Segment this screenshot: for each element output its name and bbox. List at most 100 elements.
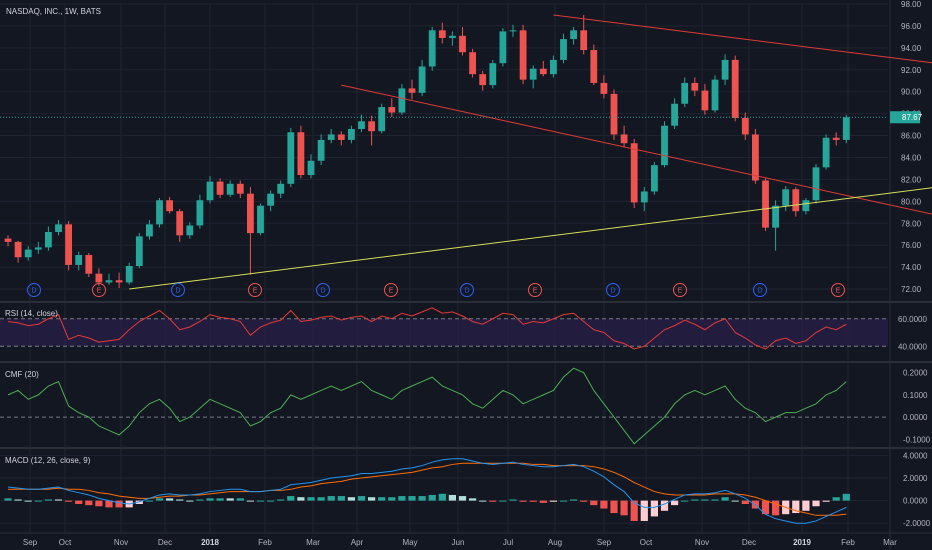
candle-body[interactable]	[479, 74, 487, 86]
candle-body[interactable]	[327, 134, 335, 140]
candle-body[interactable]	[519, 30, 527, 80]
candle-body[interactable]	[499, 31, 507, 64]
earnings-marker[interactable]	[673, 283, 687, 297]
candle-body[interactable]	[206, 181, 214, 201]
candle-body[interactable]	[55, 224, 62, 233]
candle-body[interactable]	[34, 247, 42, 250]
candle-body[interactable]	[630, 143, 638, 203]
earnings-marker[interactable]	[384, 283, 398, 297]
candle-body[interactable]	[640, 191, 648, 203]
cmf-pane[interactable]	[0, 367, 888, 445]
candle-body[interactable]	[186, 225, 194, 236]
candle-body[interactable]	[14, 241, 22, 258]
candle-body[interactable]	[842, 117, 850, 140]
candle-body[interactable]	[610, 93, 618, 135]
candle-body[interactable]	[236, 183, 244, 194]
candle-body[interactable]	[560, 39, 567, 60]
candle-body[interactable]	[580, 30, 588, 51]
candle-body[interactable]	[257, 205, 264, 234]
candle-body[interactable]	[277, 183, 285, 194]
candle-body[interactable]	[489, 63, 497, 86]
candle-body[interactable]	[65, 224, 72, 265]
earnings-marker[interactable]	[248, 283, 262, 297]
candle-body[interactable]	[529, 68, 537, 80]
candle-body[interactable]	[125, 266, 133, 283]
candle-body[interactable]	[368, 121, 375, 132]
dividend-marker[interactable]	[606, 283, 620, 297]
candle-body[interactable]	[550, 59, 557, 75]
candle-body[interactable]	[459, 35, 466, 53]
candle-body[interactable]	[711, 79, 719, 111]
candle-body[interactable]	[832, 137, 840, 140]
earnings-marker[interactable]	[528, 283, 542, 297]
macd-pane[interactable]	[4, 458, 850, 524]
candle-body[interactable]	[438, 30, 446, 38]
candle-body[interactable]	[95, 273, 103, 283]
candle-body[interactable]	[539, 68, 547, 75]
candle-body[interactable]	[388, 107, 396, 113]
candle-body[interactable]	[752, 134, 759, 181]
candle-body[interactable]	[75, 255, 83, 265]
candle-body[interactable]	[762, 180, 769, 228]
dividend-marker[interactable]	[753, 283, 767, 297]
candle-body[interactable]	[297, 132, 305, 176]
candle-body[interactable]	[802, 200, 810, 212]
candle-body[interactable]	[226, 183, 234, 195]
candle-body[interactable]	[358, 121, 365, 129]
dividend-marker[interactable]	[27, 283, 41, 297]
earnings-marker[interactable]	[831, 283, 845, 297]
candle-body[interactable]	[741, 118, 749, 135]
signal-line[interactable]	[8, 462, 847, 516]
candle-body[interactable]	[267, 193, 274, 206]
dividend-marker[interactable]	[171, 283, 185, 297]
candle-body[interactable]	[661, 125, 668, 166]
candle-body[interactable]	[105, 280, 113, 283]
candle-body[interactable]	[216, 181, 224, 195]
candle-body[interactable]	[135, 236, 143, 267]
trendline[interactable]	[129, 155, 932, 290]
candle-body[interactable]	[570, 30, 577, 40]
candle-body[interactable]	[418, 66, 426, 93]
candle-body[interactable]	[772, 205, 779, 228]
rsi-pane[interactable]	[0, 307, 888, 350]
candle-body[interactable]	[156, 200, 163, 225]
candle-body[interactable]	[348, 128, 355, 140]
macd-line[interactable]	[7, 458, 847, 524]
candle-body[interactable]	[287, 132, 295, 184]
candle-body[interactable]	[701, 90, 709, 111]
trendline[interactable]	[553, 14, 932, 93]
earnings-marker[interactable]	[92, 283, 106, 297]
candle-body[interactable]	[247, 193, 254, 234]
candle-body[interactable]	[600, 82, 608, 94]
candle-body[interactable]	[681, 82, 689, 104]
candle-body[interactable]	[398, 88, 406, 113]
trendline[interactable]	[341, 84, 932, 266]
candle-body[interactable]	[620, 134, 628, 144]
candle-body[interactable]	[45, 232, 52, 248]
rsi-line[interactable]	[7, 307, 847, 350]
candle-body[interactable]	[307, 160, 315, 176]
candle-body[interactable]	[176, 211, 184, 236]
candle-body[interactable]	[146, 224, 153, 237]
candle-body[interactable]	[782, 189, 790, 206]
candle-body[interactable]	[24, 249, 32, 258]
candle-body[interactable]	[317, 139, 325, 161]
candle-body[interactable]	[337, 134, 345, 140]
candle-body[interactable]	[822, 137, 830, 168]
candle-body[interactable]	[378, 107, 386, 132]
candle-body[interactable]	[671, 103, 678, 126]
dividend-marker[interactable]	[316, 283, 330, 297]
candle-body[interactable]	[721, 59, 729, 80]
candle-body[interactable]	[469, 52, 476, 75]
candle-body[interactable]	[115, 280, 123, 283]
candle-body[interactable]	[408, 88, 416, 93]
candle-body[interactable]	[792, 189, 800, 212]
candle-body[interactable]	[651, 165, 658, 192]
candle-body[interactable]	[590, 50, 598, 83]
candle-body[interactable]	[4, 238, 12, 242]
candle-body[interactable]	[812, 167, 820, 201]
candle-body[interactable]	[449, 35, 456, 38]
candle-body[interactable]	[509, 30, 517, 32]
